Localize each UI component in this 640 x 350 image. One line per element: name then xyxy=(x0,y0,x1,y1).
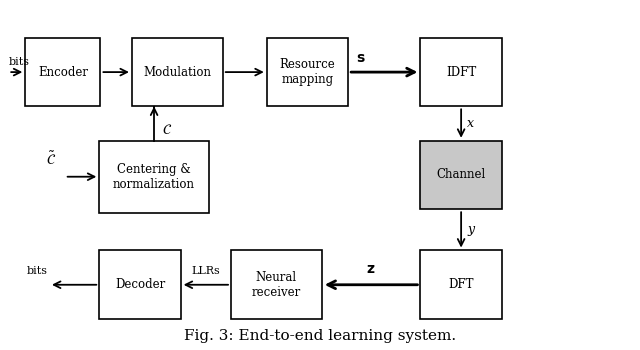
Text: Decoder: Decoder xyxy=(115,278,165,291)
Bar xyxy=(25,38,100,106)
Bar xyxy=(420,38,502,106)
Bar xyxy=(420,251,502,319)
Text: Modulation: Modulation xyxy=(143,65,211,79)
Text: LLRs: LLRs xyxy=(191,266,220,276)
Text: Neural
receiver: Neural receiver xyxy=(252,271,301,299)
Text: $\mathbf{z}$: $\mathbf{z}$ xyxy=(367,262,376,276)
Text: x: x xyxy=(467,117,474,130)
Text: Centering &
normalization: Centering & normalization xyxy=(113,163,195,191)
Text: IDFT: IDFT xyxy=(446,65,476,79)
Text: bits: bits xyxy=(27,266,48,276)
Text: bits: bits xyxy=(8,57,29,66)
Bar xyxy=(267,38,348,106)
Bar xyxy=(99,141,209,213)
Text: Fig. 3: End-to-end learning system.: Fig. 3: End-to-end learning system. xyxy=(184,329,456,343)
Text: $\mathcal{C}$: $\mathcal{C}$ xyxy=(162,123,172,137)
Bar xyxy=(231,251,322,319)
Text: Channel: Channel xyxy=(436,168,486,182)
Text: y: y xyxy=(467,223,474,236)
Text: Encoder: Encoder xyxy=(38,65,88,79)
Text: $\tilde{\mathcal{C}}$: $\tilde{\mathcal{C}}$ xyxy=(46,150,56,168)
Bar xyxy=(99,251,180,319)
Text: DFT: DFT xyxy=(449,278,474,291)
Text: $\mathbf{s}$: $\mathbf{s}$ xyxy=(356,51,365,65)
Bar xyxy=(132,38,223,106)
Bar xyxy=(420,141,502,209)
Text: Resource
mapping: Resource mapping xyxy=(280,58,335,86)
